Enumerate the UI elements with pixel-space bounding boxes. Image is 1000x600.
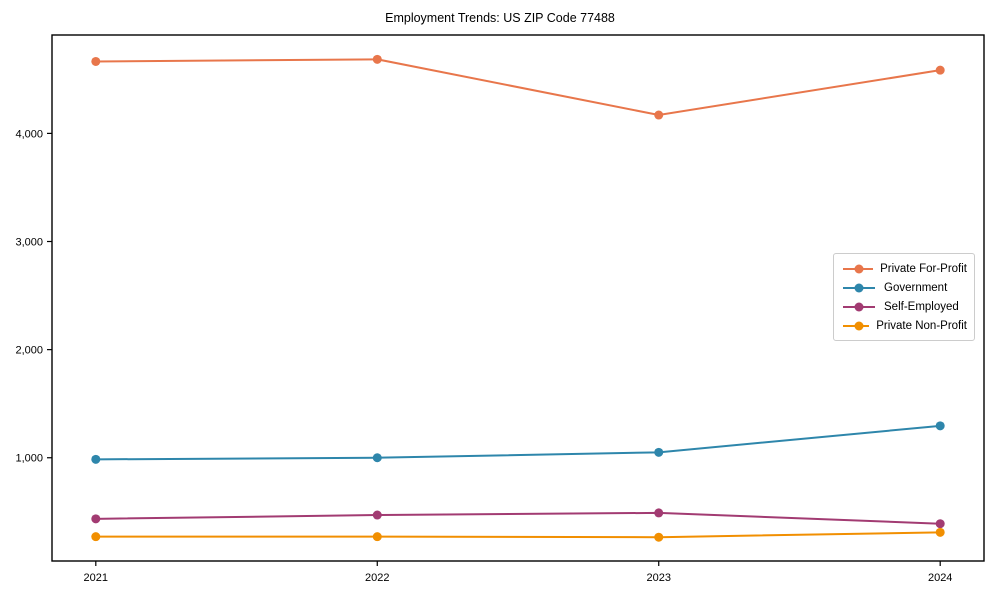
data-point-private-for-profit: [372, 54, 382, 64]
legend-marker-icon: [843, 264, 874, 273]
x-tick-label: 2023: [646, 572, 670, 584]
data-point-government: [935, 421, 945, 431]
data-point-self-employed: [935, 519, 945, 529]
legend-label: Private Non-Profit: [876, 319, 967, 332]
legend: Private For-Profit Government Self-Emplo…: [833, 253, 975, 341]
legend-marker-icon: [843, 283, 875, 292]
data-point-private-non-profit: [91, 532, 101, 542]
legend-item: Private For-Profit: [841, 262, 967, 276]
data-point-private-for-profit: [654, 110, 664, 120]
legend-marker-icon: [843, 321, 870, 330]
legend-item: Government: [841, 281, 967, 295]
axis-frame: [51, 34, 985, 562]
y-tick-label: 3,000: [15, 237, 43, 249]
y-tick-label: 4,000: [15, 128, 43, 140]
data-point-private-non-profit: [654, 532, 664, 542]
legend-marker-icon: [843, 302, 875, 311]
series-line-private-for-profit: [95, 58, 941, 117]
series-line-government: [95, 424, 941, 461]
data-point-self-employed: [91, 514, 101, 524]
y-tick-label: 2,000: [15, 345, 43, 357]
chart-title: Employment Trends: US ZIP Code 77488: [385, 11, 615, 25]
data-point-government: [91, 454, 101, 464]
x-tick-label: 2022: [365, 572, 389, 584]
data-point-government: [654, 447, 664, 457]
series-line-private-non-profit: [95, 531, 941, 539]
legend-label: Government: [884, 281, 948, 294]
data-point-self-employed: [372, 510, 382, 520]
y-tick-label: 1,000: [15, 453, 43, 465]
legend-item: Self-Employed: [841, 300, 967, 314]
series-line-self-employed: [95, 511, 941, 525]
data-point-private-for-profit: [91, 56, 101, 66]
data-point-private-non-profit: [935, 527, 945, 537]
data-point-private-non-profit: [372, 532, 382, 542]
legend-item: Private Non-Profit: [841, 319, 967, 333]
data-point-private-for-profit: [935, 65, 945, 75]
legend-label: Private For-Profit: [880, 262, 967, 275]
data-point-self-employed: [654, 508, 664, 518]
x-tick-label: 2021: [84, 572, 108, 584]
x-tick-label: 2024: [928, 572, 952, 584]
data-point-government: [372, 453, 382, 463]
legend-label: Self-Employed: [884, 300, 959, 313]
